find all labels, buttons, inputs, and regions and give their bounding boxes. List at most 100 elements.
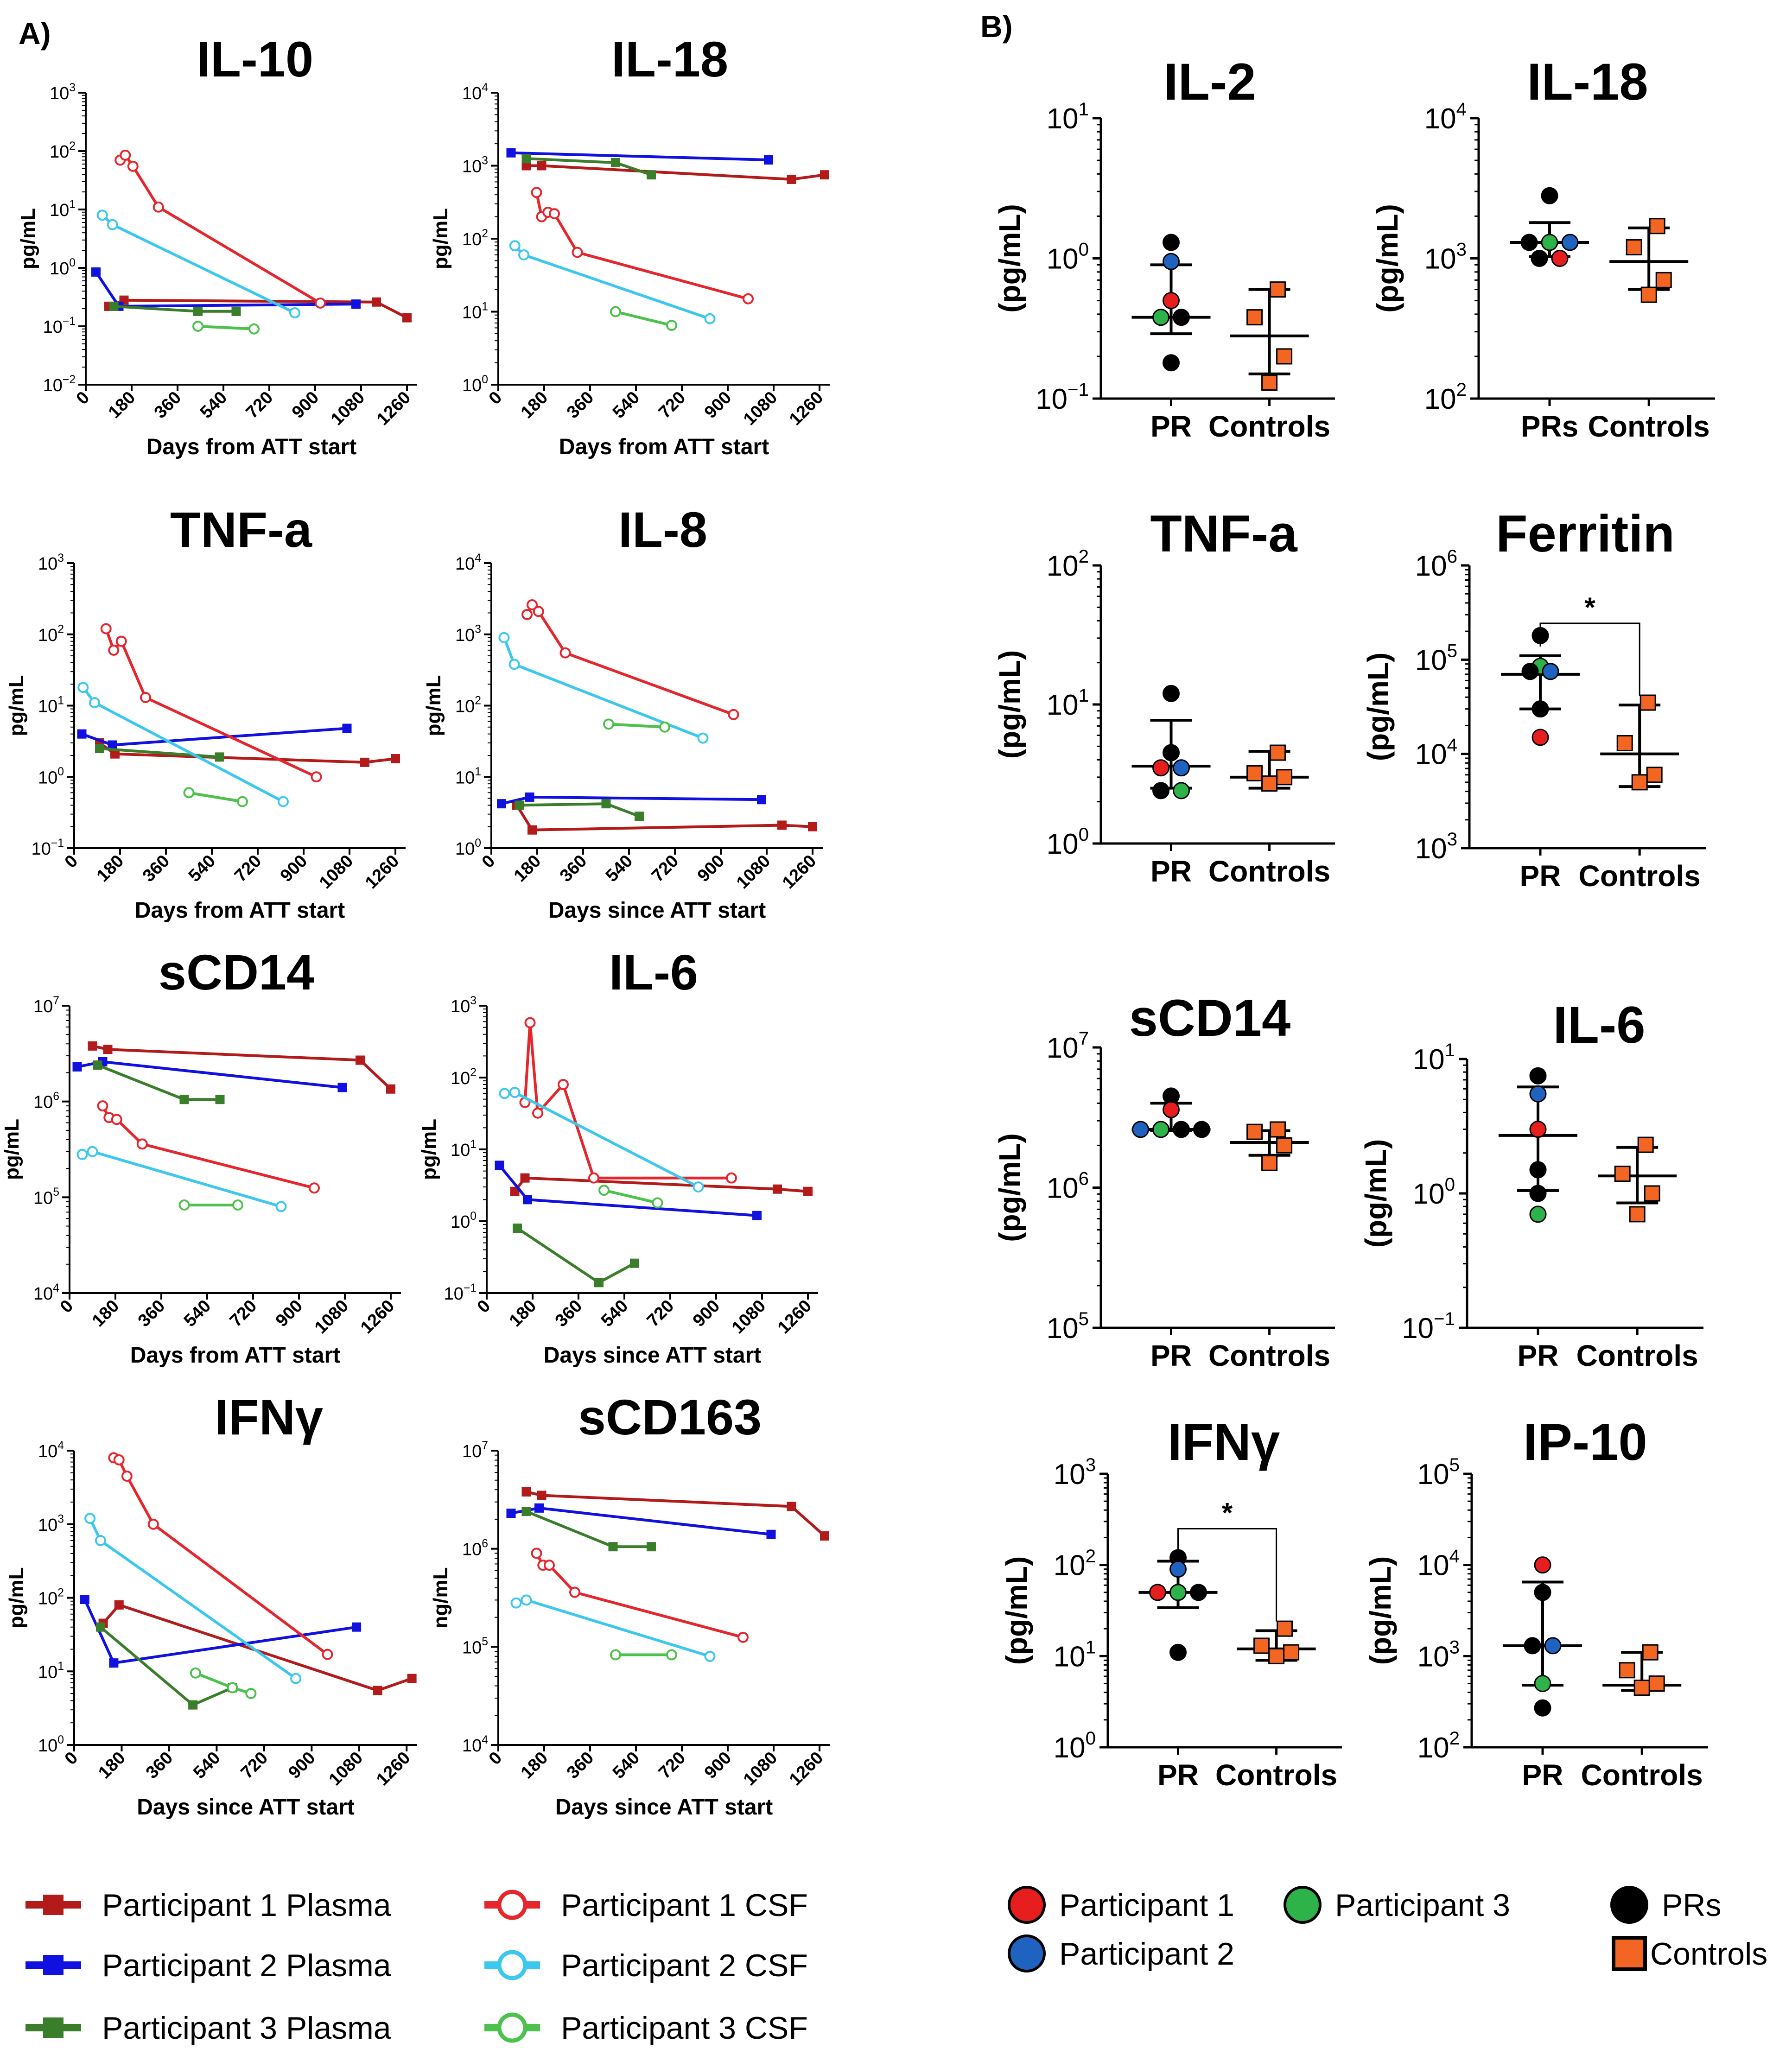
data-point	[534, 1503, 544, 1513]
data-point	[803, 1186, 813, 1196]
chart-a-il-18: IL-18 100 101 102 103 104 0 180 360 540 720 900 1080…	[429, 31, 830, 459]
category-label: Controls	[1208, 1339, 1330, 1372]
pr-data-point	[1173, 1121, 1190, 1138]
y-tick-label: 101	[38, 694, 64, 716]
control-summary	[1598, 1146, 1677, 1205]
data-point	[666, 1649, 677, 1661]
control-data-point	[1268, 1648, 1285, 1664]
x-tick-label: 900	[694, 851, 729, 886]
data-point	[120, 149, 131, 161]
data-point	[588, 1172, 599, 1184]
data-point	[72, 1062, 82, 1072]
legend-marker-dot	[1610, 1886, 1648, 1924]
data-point	[352, 1622, 362, 1632]
data-point	[524, 1017, 536, 1028]
legend-item-participant-3-plasma: Participant 3 Plasma	[25, 2011, 391, 2046]
series-participant-2-plasma	[506, 1503, 776, 1539]
x-tick-label: 360	[556, 851, 591, 886]
data-point	[84, 1513, 96, 1524]
y-tick-label: 100	[1047, 239, 1089, 275]
data-point	[726, 1172, 737, 1184]
series-participant-1-plasma	[510, 1173, 813, 1196]
legend-item-participant-3-csf: Participant 3 CSF	[484, 2011, 808, 2046]
pr-data-point	[1529, 1161, 1547, 1179]
data-point	[808, 822, 817, 831]
pr-data-point	[1152, 309, 1169, 326]
series-participant-2-plasma	[497, 792, 766, 809]
series-line	[102, 1603, 413, 1692]
control-data-point	[1261, 775, 1278, 792]
category-label: PR	[1150, 410, 1192, 443]
data-point	[391, 754, 400, 764]
legend-marker-circle	[497, 1950, 527, 1980]
data-point	[107, 219, 118, 230]
series-participant-1-csf	[114, 149, 326, 309]
data-point	[666, 319, 677, 331]
x-tick-label: 900	[288, 388, 323, 423]
data-point	[290, 1673, 302, 1684]
legend-label: Participant 1 Plasma	[102, 1888, 391, 1923]
data-point	[537, 1491, 546, 1500]
data-point	[87, 1146, 98, 1157]
y-tick-label: 100	[1054, 1728, 1096, 1764]
legend-marker-dot	[1284, 1886, 1322, 1924]
x-tick-label: 360	[134, 1296, 169, 1331]
data-point	[245, 1688, 257, 1700]
data-point	[594, 1278, 604, 1288]
x-tick-label: 1080	[728, 1296, 769, 1338]
series-participant-3-csf	[190, 1667, 257, 1700]
x-tick-label: 0	[57, 1296, 77, 1317]
pr-data-point	[1152, 782, 1169, 799]
data-point	[766, 1529, 776, 1539]
data-point	[215, 1095, 225, 1104]
series-participant-1-csf	[97, 1100, 320, 1194]
data-point	[693, 1181, 704, 1193]
data-point	[521, 1507, 531, 1516]
y-tick-label: 104	[1417, 1546, 1460, 1582]
x-axis-label: Days since ATT start	[555, 1795, 773, 1820]
y-tick-label: 105	[1047, 1308, 1089, 1345]
x-tick-label: 180	[89, 1296, 123, 1331]
series-line	[608, 723, 665, 729]
y-tick-label: 102	[50, 140, 76, 162]
data-point	[520, 1173, 530, 1183]
x-tick-label: 0	[61, 851, 82, 872]
control-data-point	[1261, 1154, 1278, 1171]
y-tick-label: 102	[38, 623, 64, 645]
series-participant-3-plasma	[521, 1507, 656, 1552]
data-point	[407, 1674, 417, 1683]
data-point	[190, 1667, 201, 1679]
x-tick-label: 360	[552, 1296, 586, 1331]
series-participant-1-plasma	[521, 1487, 829, 1541]
category-label: Controls	[1576, 1339, 1698, 1372]
data-point	[127, 160, 139, 172]
series-line	[101, 1105, 315, 1190]
panel-label-a: A)	[19, 16, 51, 51]
data-point	[373, 1686, 382, 1695]
category-label: PR	[1522, 1758, 1563, 1792]
control-data-point	[1626, 239, 1642, 256]
data-point	[531, 187, 542, 198]
chart-b-il-6: IL-6 10−1 100 101 (pg/mL) PR Controls	[1359, 996, 1703, 1372]
data-point	[95, 1535, 106, 1546]
data-point	[521, 161, 531, 171]
y-tick-label: 10−1	[43, 315, 76, 337]
pr-data-point	[1534, 1699, 1551, 1717]
series-line	[526, 1490, 826, 1537]
series-line	[515, 804, 813, 831]
data-point	[77, 729, 87, 739]
data-point	[356, 1055, 365, 1065]
x-tick-label: 720	[231, 851, 266, 886]
x-tick-label: 720	[226, 1296, 261, 1331]
data-point	[76, 1148, 88, 1160]
pr-data-point	[1163, 685, 1180, 702]
series-participant-1-plasma	[98, 1600, 417, 1695]
x-tick-label: 0	[73, 388, 94, 409]
data-point	[777, 820, 787, 830]
chart-title: sCD14	[1129, 989, 1291, 1047]
data-point	[215, 752, 224, 762]
x-tick-label: 1260	[357, 1296, 398, 1338]
chart-title: Ferritin	[1496, 505, 1675, 563]
control-data-point	[1253, 1637, 1270, 1654]
x-tick-label: 1080	[325, 1748, 367, 1789]
